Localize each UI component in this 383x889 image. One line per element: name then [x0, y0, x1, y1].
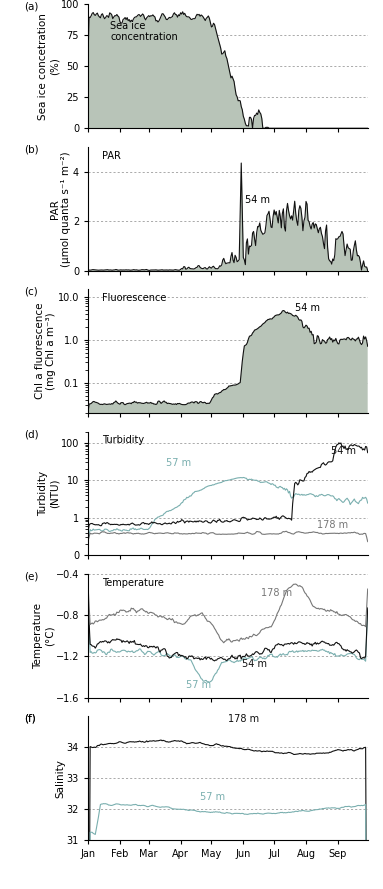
Text: 54 m: 54 m — [242, 659, 267, 669]
Y-axis label: Sea ice concetration
(%): Sea ice concetration (%) — [38, 13, 59, 120]
Y-axis label: Temperature
(°C): Temperature (°C) — [33, 603, 54, 669]
Text: (a): (a) — [24, 2, 38, 12]
Text: Fluorescence: Fluorescence — [102, 292, 167, 303]
Y-axis label: Turbidity
(NTU): Turbidity (NTU) — [38, 471, 59, 516]
Text: 54 m: 54 m — [295, 303, 320, 314]
Text: (f): (f) — [24, 714, 36, 724]
Text: (d): (d) — [24, 429, 38, 439]
Text: 178 m: 178 m — [318, 520, 349, 530]
Text: (f): (f) — [24, 714, 36, 724]
Text: 57 m: 57 m — [186, 680, 211, 690]
Y-axis label: Salinity: Salinity — [55, 759, 65, 797]
Text: (e): (e) — [24, 572, 38, 581]
Text: (b): (b) — [24, 144, 38, 155]
Text: 57 m: 57 m — [200, 792, 225, 803]
Text: Temperature: Temperature — [102, 578, 164, 588]
Text: 54 m: 54 m — [331, 446, 356, 456]
Text: Turbidity: Turbidity — [102, 436, 144, 445]
Y-axis label: PAR
(μmol quanta s⁻¹ m⁻²): PAR (μmol quanta s⁻¹ m⁻²) — [50, 151, 71, 267]
Text: PAR: PAR — [102, 150, 121, 161]
Text: Sea ice
concentration: Sea ice concentration — [110, 20, 178, 42]
Text: 178 m: 178 m — [262, 589, 293, 598]
Text: (c): (c) — [24, 287, 38, 297]
Text: 178 m: 178 m — [228, 715, 259, 725]
Text: 54 m: 54 m — [245, 195, 270, 204]
Y-axis label: Chl a fluorescence
(mg Chl a m⁻³): Chl a fluorescence (mg Chl a m⁻³) — [35, 303, 56, 399]
Text: 57 m: 57 m — [166, 458, 192, 469]
